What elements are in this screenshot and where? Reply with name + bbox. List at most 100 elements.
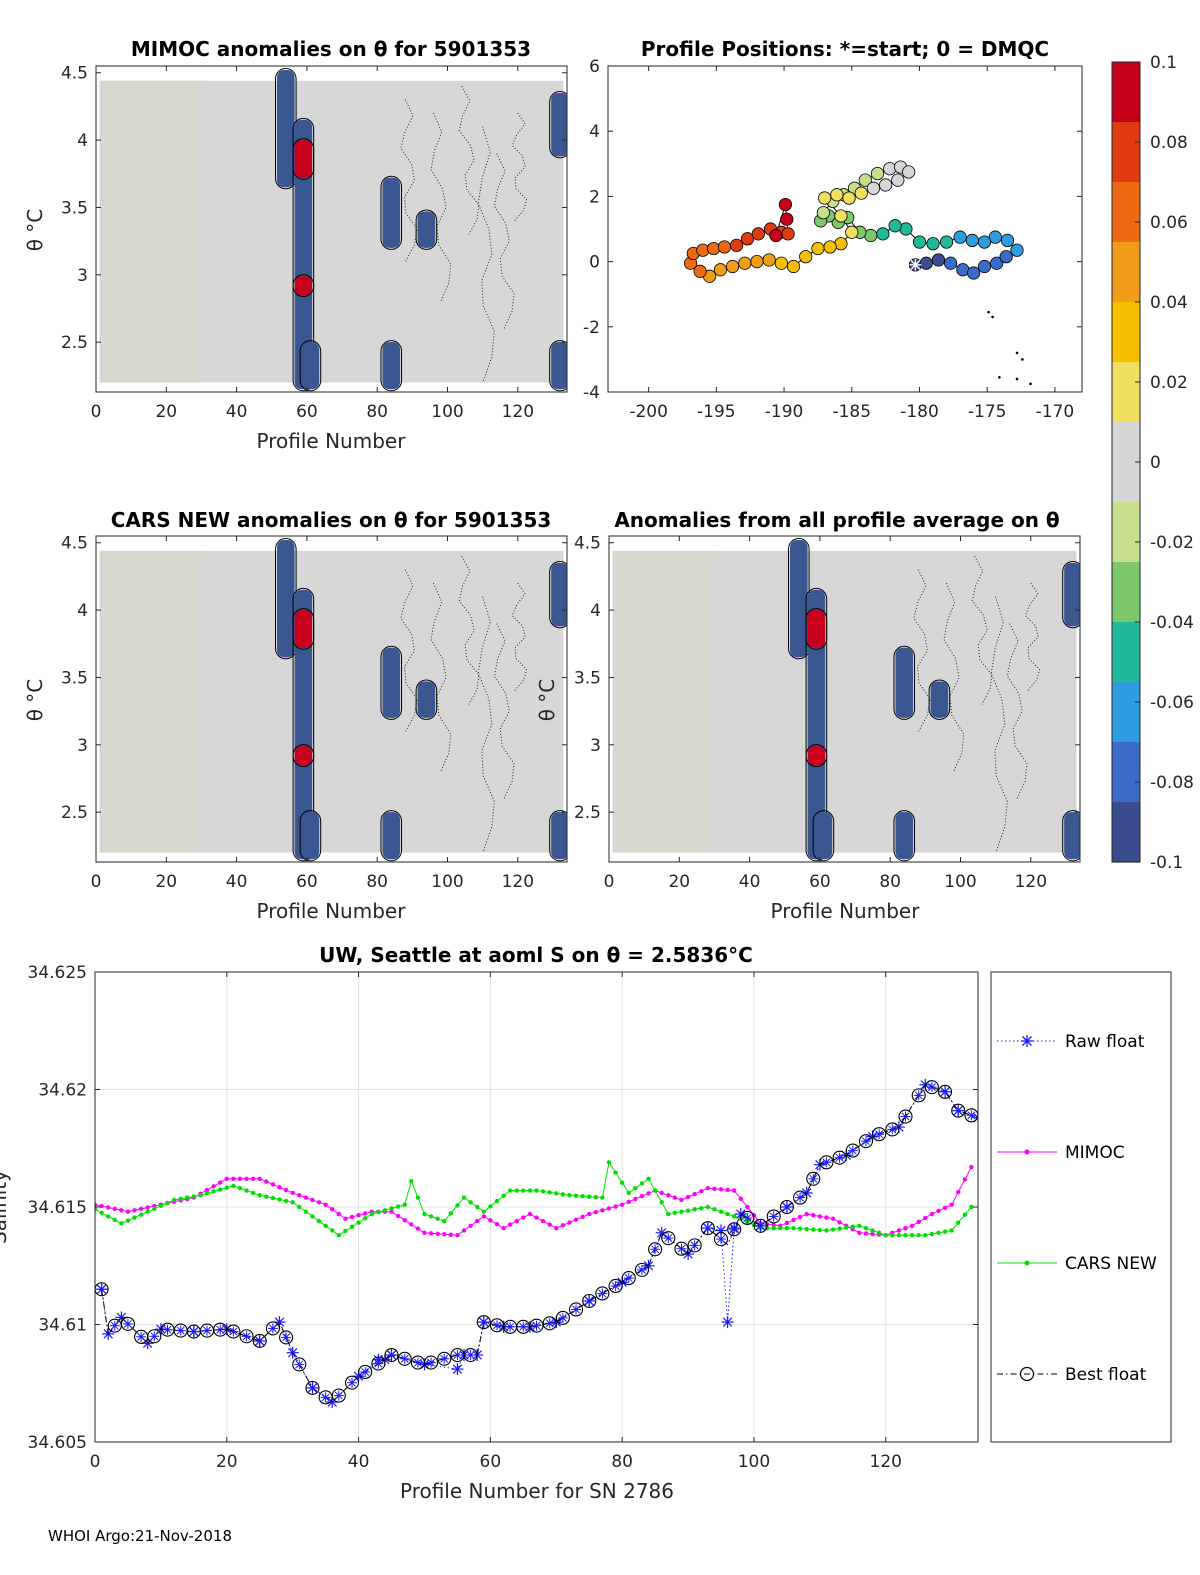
- cars-series-point: [105, 1214, 111, 1219]
- mimoc-series-point: [923, 1215, 928, 1221]
- profile-position-marker: [902, 165, 916, 179]
- raw-float-overlay: [478, 1317, 489, 1328]
- colorbar-tick-label: 0.02: [1150, 373, 1188, 393]
- profile-position-marker: [876, 227, 890, 241]
- profile-position-marker: [751, 227, 765, 241]
- mimoc-series-point: [501, 1225, 506, 1231]
- mimoc-series-point: [560, 1223, 566, 1228]
- anomaly-contour: [292, 274, 315, 298]
- cars-series-point: [442, 1218, 447, 1224]
- cars-series-point: [811, 1227, 816, 1232]
- mimoc-series-point: [626, 1199, 631, 1205]
- average-axes-box: [608, 535, 1081, 863]
- colorbar-tick-label: 0.08: [1150, 133, 1188, 153]
- mimoc-series-point: [356, 1213, 361, 1218]
- colorbar-segment: [1112, 822, 1140, 843]
- average-ylabel: θ °C: [535, 679, 559, 722]
- raw-float-overlay: [162, 1324, 173, 1335]
- best-float-point: [555, 1310, 570, 1325]
- profile-position-marker: [693, 264, 707, 278]
- mimoc-series-point: [692, 1191, 697, 1197]
- raw-float-overlay: [966, 1110, 977, 1121]
- negative-anomaly: [382, 647, 401, 718]
- mimoc-series-point: [448, 1232, 454, 1237]
- position-dot: [1021, 358, 1024, 361]
- colorbar-ticks: 0.1 0.08 0.06 0.04 0.02 0 -0.02 -0.04 -0.06 -0.08…: [1135, 53, 1194, 873]
- cars-series-point: [593, 1194, 599, 1200]
- raw-float-point: [655, 1226, 668, 1239]
- best-float-point: [858, 1134, 874, 1149]
- profile-position-marker: [870, 166, 885, 181]
- cars-series-point: [349, 1224, 355, 1229]
- cars-series-point: [942, 1229, 948, 1234]
- colorbar-segment: [1112, 842, 1140, 863]
- positive-anomaly: [294, 140, 313, 178]
- profile-position-marker: [816, 206, 830, 220]
- x-tick-label: 100: [431, 402, 463, 422]
- raw-float-line: [101, 1084, 978, 1403]
- cars-series-point: [817, 1227, 823, 1233]
- profile-position-marker: [891, 173, 905, 187]
- positive-anomaly: [294, 276, 313, 296]
- cars-series-point: [119, 1221, 124, 1226]
- colorbar-tick-label: 0.06: [1150, 213, 1188, 233]
- mimoc-series-point: [422, 1230, 427, 1236]
- cars-series-point: [521, 1188, 526, 1193]
- cars-series: [95, 1160, 974, 1238]
- mimoc-series-point: [119, 1208, 124, 1213]
- colorbar-segment: [1112, 462, 1140, 483]
- cars-axes-box: [95, 535, 568, 863]
- mimoc-series-point: [218, 1180, 223, 1185]
- mimoc-series-point: [942, 1205, 948, 1210]
- mimoc-series-point: [685, 1194, 691, 1200]
- salinity-plot: [95, 1078, 978, 1409]
- raw-float-overlay: [347, 1377, 357, 1388]
- cars-series-point: [178, 1196, 183, 1201]
- mimoc-xlabel: Profile Number: [257, 429, 407, 453]
- colorbar-segment: [1112, 62, 1140, 83]
- anomaly-contour: [380, 810, 403, 862]
- contour-line: [493, 623, 515, 799]
- mimoc-series-point: [521, 1215, 526, 1220]
- mimoc-series-point: [125, 1209, 131, 1214]
- cars-series-point: [132, 1215, 137, 1220]
- anomaly-contour: [415, 209, 438, 250]
- raw-float-overlay: [96, 1284, 107, 1295]
- y-tick-label: 3.5: [61, 198, 88, 218]
- cars-series-point: [718, 1209, 724, 1214]
- raw-float-overlay: [531, 1320, 542, 1331]
- contour-line: [477, 126, 495, 383]
- negative-anomaly: [790, 540, 808, 658]
- best-float-point: [911, 1088, 926, 1103]
- y-tick-label: 2.5: [61, 803, 88, 823]
- mimoc-series-point: [857, 1230, 862, 1236]
- profile-position-marker: [738, 256, 752, 270]
- mimoc-series-point: [99, 1203, 104, 1209]
- best-float-point: [384, 1348, 399, 1363]
- x-tick-label: 100: [944, 872, 976, 892]
- mimoc-axes-box: [95, 65, 568, 393]
- x-tick-label: 20: [216, 1452, 238, 1472]
- raw-float-overlay: [913, 1090, 924, 1101]
- anomaly-contour: [549, 90, 567, 159]
- mimoc-series-point: [507, 1222, 513, 1227]
- best-float-point: [265, 1321, 280, 1336]
- positions-yticks: -4 -2 0 2 4 6: [583, 57, 1082, 403]
- legend-best-marker: [1019, 1366, 1035, 1382]
- cars-series-point: [619, 1180, 625, 1185]
- mimoc-series-point: [547, 1222, 552, 1227]
- colorbar-tick-label: -0.04: [1150, 613, 1194, 633]
- negative-anomaly: [301, 812, 320, 860]
- profile-position-marker: [990, 256, 1004, 270]
- raw-float-overlay: [175, 1325, 186, 1336]
- mimoc-series-point: [389, 1209, 394, 1214]
- profile-position-marker: [965, 233, 979, 248]
- cars-series-point: [369, 1211, 374, 1217]
- profile-position-marker: [740, 232, 755, 246]
- colorbar-segment: [1112, 522, 1140, 543]
- cars-series-point: [481, 1209, 486, 1214]
- mimoc-series-point: [659, 1190, 664, 1196]
- cars-series-point: [224, 1185, 229, 1190]
- raw-float-overlay: [452, 1350, 463, 1360]
- x-tick-label: 100: [431, 872, 463, 892]
